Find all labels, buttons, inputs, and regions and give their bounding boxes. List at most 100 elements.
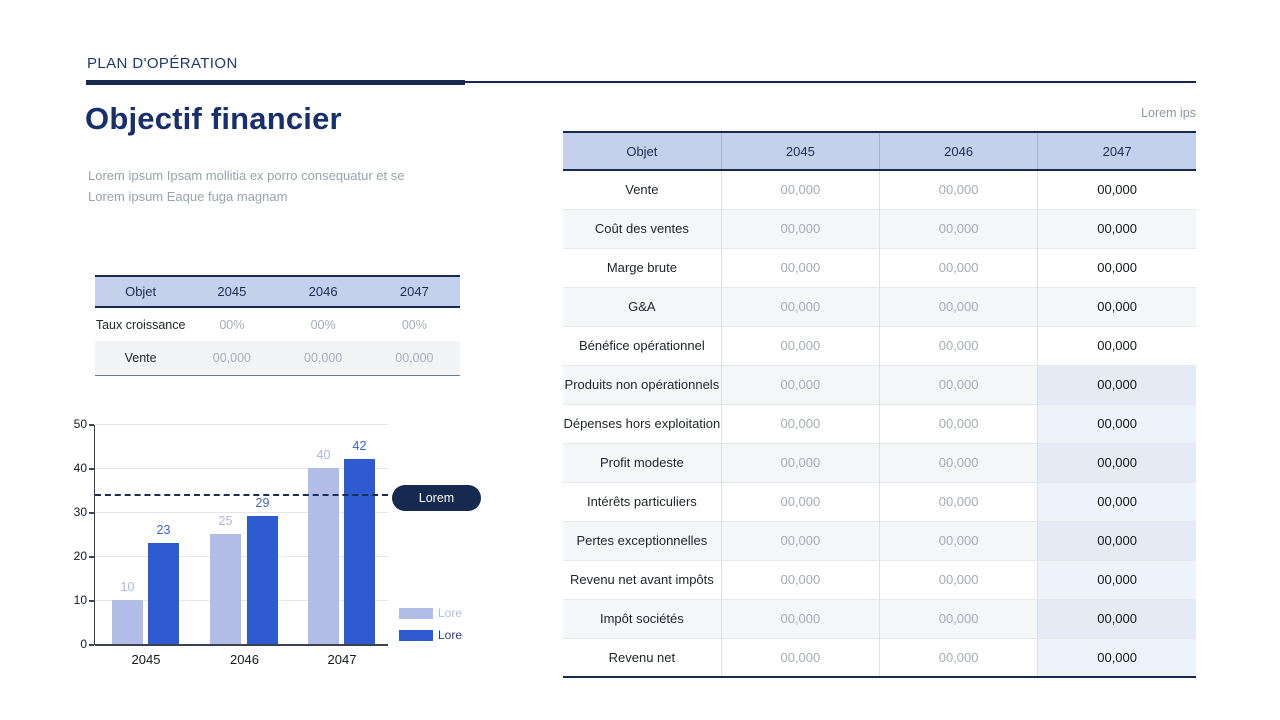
bar-value-label: 25 [218,514,233,528]
small-table-header: Objet 2045 2046 2047 [95,276,460,307]
cell-value: 00,000 [1037,325,1196,365]
cell-value: 00,000 [1037,559,1196,599]
cell-value: 00,000 [720,520,880,560]
bar-chart: 0 10 20 30 40 50 10 25 40 23 29 42 2045 2046 2047 [74,417,388,667]
cell-value: 00,000 [878,286,1038,326]
column-header: Objet [125,284,157,299]
cell-value: 00,000 [720,559,880,599]
row-label: G&A [563,286,722,326]
row-label: Revenu net avant impôts [563,559,722,599]
big-table-header: Objet 2045 2046 2047 [563,132,1196,170]
row-label: Bénéfice opérationnel [563,325,722,365]
gridline [95,556,388,557]
cell-value: 00,000 [395,350,434,365]
reference-dashed-line [95,494,388,497]
legend-label: Lore [438,606,463,620]
subtitle-line-1: Lorem ipsum Ipsam mollitia ex porro cons… [88,168,405,183]
cell-value: 00,000 [720,481,880,521]
cell-value: 00,000 [878,520,1038,560]
cell-value: 00,000 [304,350,343,365]
column-header: 2047 [399,284,429,299]
row-label: Dépenses hors exploitation [563,403,722,443]
page-title: Objectif financier [85,101,342,136]
cell-value: 00,000 [1037,481,1196,521]
gridline [95,512,388,513]
row-label: Coût des ventes [563,208,722,248]
gridline [95,424,388,425]
y-tick-mark [89,468,94,470]
x-category-label: 2047 [327,652,357,667]
column-header: 2045 [217,284,247,299]
cell-value: 00,000 [1037,520,1196,560]
subtitle-line-2: Lorem ipsum Eaque fuga magnam [88,189,288,204]
cell-value: 00,000 [878,208,1038,248]
table-row: Pertes exceptionnelles 00,000 00,000 00,000 [563,520,1196,560]
header-rule-thin [465,81,1196,83]
column-header: Objet [626,143,658,159]
table-row: Taux croissance 00% 00% 00% [95,307,460,341]
cell-value: 00,000 [212,350,251,365]
table-row: Impôt sociétés 00,000 00,000 00,000 [563,598,1196,638]
y-tick-label: 30 [73,505,87,519]
cell-value: 00,000 [720,598,880,638]
chart-legend: Lore Lore [399,602,462,646]
cell-value: 00,000 [878,325,1038,365]
column-header: 2046 [878,132,1038,170]
table-row: Intérêts particuliers 00,000 00,000 00,000 [563,481,1196,521]
cell-value: 00,000 [720,286,880,326]
column-header: 2045 [720,132,880,170]
bar-2047-series-2 [344,459,375,644]
legend-label: Lore [438,628,463,642]
y-tick-mark [89,556,94,558]
table-row: Vente 00,000 00,000 00,000 [95,341,460,375]
row-label: Taux croissance [95,317,186,332]
table-row: Coût des ventes 00,000 00,000 00,000 [563,208,1196,248]
bar-value-label: 40 [316,448,331,462]
cell-value: 00% [401,317,427,332]
cell-value: 00,000 [720,170,880,209]
bar-2045-series-1 [112,600,143,644]
table-row: Revenu net 00,000 00,000 00,000 [563,637,1196,677]
legend-item: Lore [399,624,462,646]
bar-value-label: 23 [156,522,171,537]
legend-swatch [399,607,433,619]
section-kicker: PLAN D'OPÉRATION [87,55,238,72]
cell-value: 00,000 [878,247,1038,287]
legend-swatch [399,629,433,641]
cell-value: 00,000 [878,364,1038,404]
table-row: Bénéfice opérationnel 00,000 00,000 00,000 [563,325,1196,365]
table-row: Dépenses hors exploitation 00,000 00,000 00… [563,403,1196,443]
cell-value: 00,000 [1037,442,1196,482]
cell-value: 00,000 [720,325,880,365]
cell-value: 00,000 [1037,247,1196,287]
cell-value: 00,000 [720,208,880,248]
bar-2047-series-1 [308,468,339,644]
gridline [95,468,388,469]
cell-value: 00,000 [720,403,880,443]
y-tick-label: 40 [73,461,87,475]
cell-value: 00,000 [878,637,1038,677]
table-note: Lorem ips [1141,106,1196,120]
table-row: Vente 00,000 00,000 00,000 [563,170,1196,209]
cell-value: 00,000 [720,637,880,677]
row-label: Impôt sociétés [563,598,722,638]
cell-value: 00,000 [720,247,880,287]
bar-2046-series-1 [210,534,241,644]
y-tick-label: 50 [73,417,87,431]
cell-value: 00,000 [1037,286,1196,326]
row-label: Produits non opérationnels [563,364,722,404]
y-tick-mark [89,424,94,426]
legend-item: Lore [399,602,462,624]
cell-value: 00,000 [878,442,1038,482]
cell-value: 00,000 [1037,170,1196,209]
column-header: 2046 [308,284,338,299]
y-tick-mark [89,644,94,646]
table-row: Revenu net avant impôts 00,000 00,000 00,00… [563,559,1196,599]
subtitle-text: Lorem ipsum Ipsam mollitia ex porro cons… [88,165,428,207]
cell-value: 00,000 [1037,637,1196,677]
cell-value: 00,000 [878,559,1038,599]
chart-callout-button[interactable]: Lorem [392,485,481,511]
cell-value: 00,000 [878,598,1038,638]
financial-table: Objet 2045 2046 2047 Vente 00,000 00,000 00,00… [563,131,1196,678]
